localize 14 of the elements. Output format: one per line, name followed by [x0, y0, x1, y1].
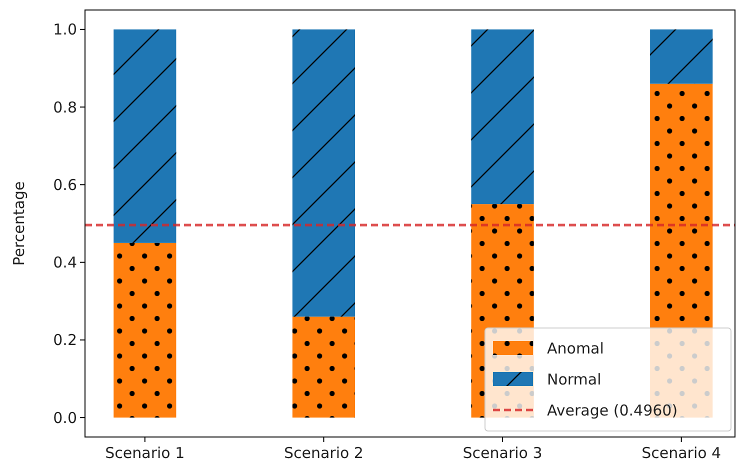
y-tick-label: 0.4 — [53, 254, 77, 272]
x-tick-label: Scenario 1 — [105, 444, 185, 462]
y-tick-label: 0.6 — [53, 176, 77, 194]
legend-label: Average (0.4960) — [547, 401, 678, 420]
y-tick-label: 0.0 — [53, 408, 77, 427]
x-tick-label: Scenario 3 — [462, 444, 542, 462]
y-axis-title: Percentage — [10, 181, 28, 266]
x-tick-label: Scenario 2 — [284, 444, 364, 462]
y-tick-label: 0.2 — [53, 331, 77, 350]
legend-label: Normal — [547, 370, 602, 388]
y-tick-label: 1.0 — [53, 20, 77, 39]
x-tick-label: Scenario 4 — [642, 444, 722, 462]
y-tick-label: 0.8 — [53, 98, 77, 116]
legend-label: Anomal — [547, 339, 604, 358]
